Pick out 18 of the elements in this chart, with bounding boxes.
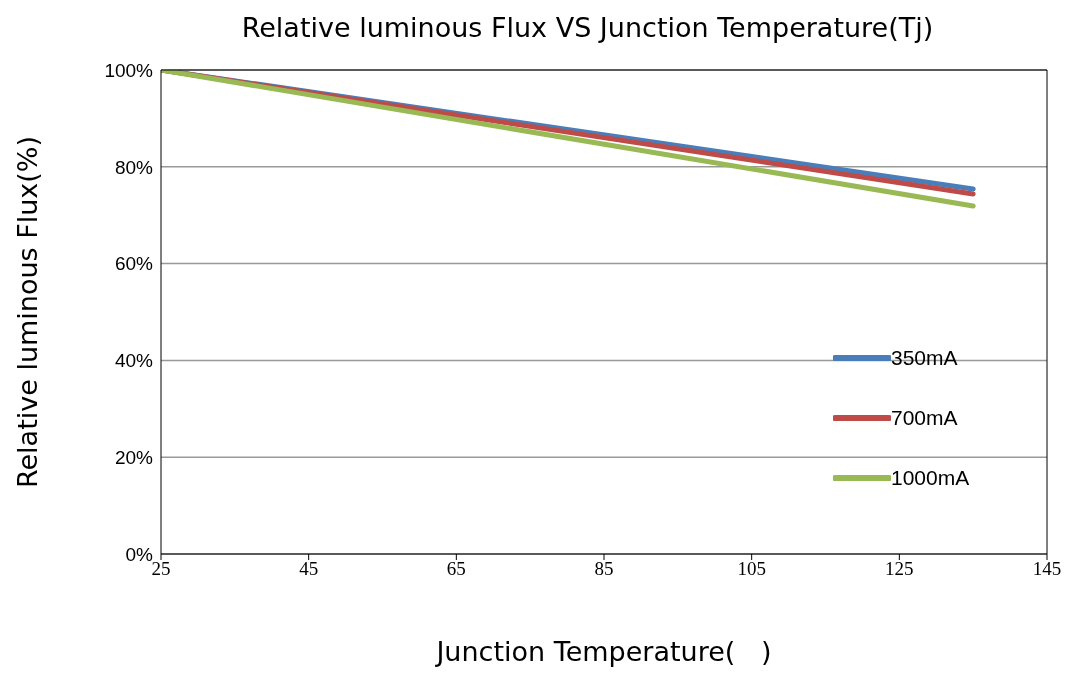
y-tick-label: 100% — [104, 59, 154, 81]
x-tick-label: 85 — [594, 558, 614, 580]
x-tick-label: 25 — [151, 558, 171, 580]
legend-label: 350mA — [891, 346, 958, 370]
legend-label: 700mA — [891, 406, 958, 430]
x-axis-title: Junction Temperature( ) — [434, 636, 773, 667]
x-tick-label: 125 — [885, 558, 914, 580]
y-tick-label: 20% — [114, 446, 154, 468]
chart-title: Relative luminous Flux VS Junction Temperature(Tj) — [240, 12, 935, 43]
x-tick-label: 145 — [1032, 558, 1062, 580]
x-tick-label: 65 — [446, 558, 466, 580]
y-tick-label: 60% — [114, 253, 154, 275]
y-tick-label: 80% — [114, 156, 154, 178]
x-tick-label: 105 — [737, 558, 766, 580]
x-tick-label: 45 — [299, 558, 319, 580]
legend-label: 1000mA — [891, 466, 970, 490]
y-tick-label: 40% — [114, 350, 154, 372]
y-axis-title: Relative luminous Flux(%) — [11, 135, 43, 489]
